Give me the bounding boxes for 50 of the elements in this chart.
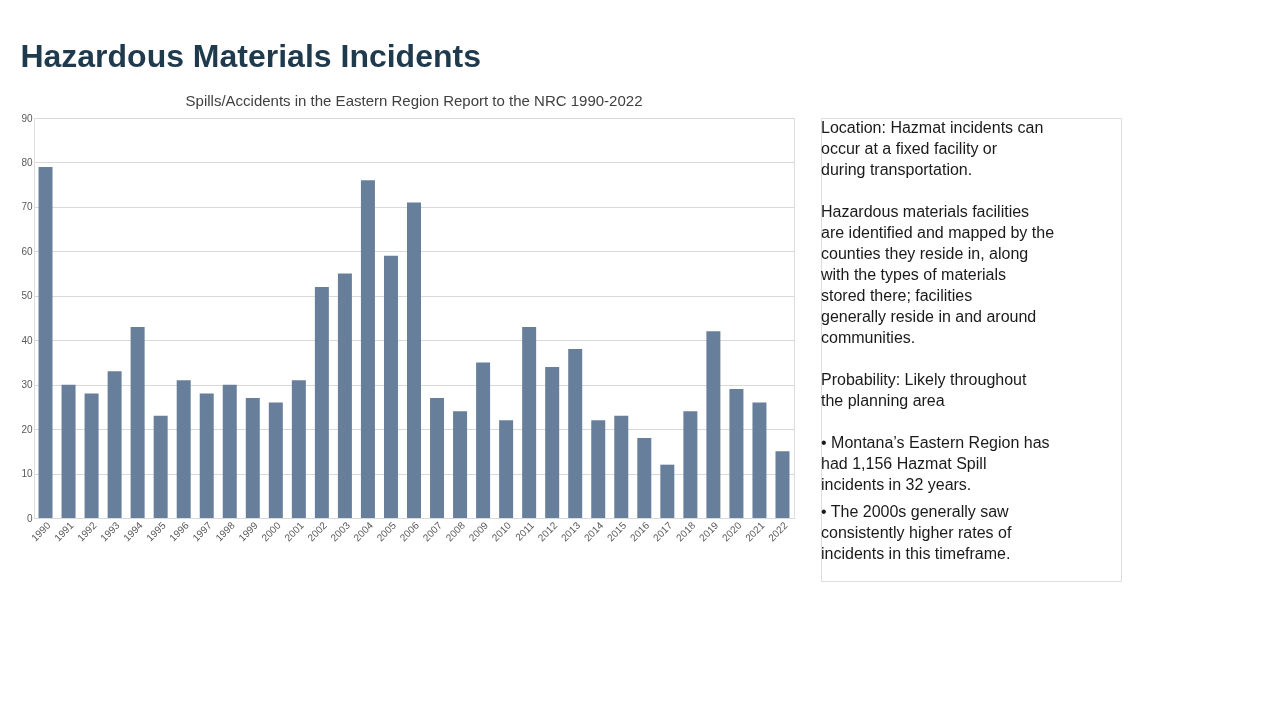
text: Location: Hazmat incidents can occur at a fixed facility or during transportation.	[821, 119, 1044, 178]
bar	[591, 420, 606, 518]
bar	[430, 398, 445, 518]
bar	[222, 384, 237, 518]
y-tick-label: 10	[21, 468, 33, 480]
text: Probability: Likely throughout the planning area	[821, 371, 1028, 409]
text: • Montana’s Eastern Region has had 1,156 Hazmat Spill incidents in 32 years.	[821, 434, 1050, 493]
bar	[130, 326, 145, 518]
bar	[752, 402, 767, 518]
bar	[199, 393, 214, 518]
bar	[706, 331, 721, 518]
bar	[568, 349, 583, 518]
bar	[660, 464, 675, 518]
y-tick-label: 0	[26, 512, 33, 524]
bar	[637, 438, 652, 518]
bar	[291, 380, 306, 518]
text: Hazardous materials facilities are identified and mapped by the counties they reside in, along with the types of materials stored there; facilities generally reside in and around communities.	[820, 203, 1055, 346]
bar	[499, 420, 514, 518]
bar	[683, 411, 698, 518]
bar	[522, 326, 537, 518]
y-tick-label: 50	[21, 290, 33, 302]
bar	[107, 371, 122, 518]
bar	[84, 393, 99, 518]
y-tick-label: 90	[21, 112, 33, 124]
bar	[245, 398, 260, 518]
y-tick-label: 20	[21, 423, 33, 435]
bar	[407, 202, 421, 518]
bar	[614, 415, 629, 518]
bar	[268, 402, 283, 518]
y-tick-label: 60	[21, 245, 33, 257]
chart-subtitle: Spills/Accidents in the Eastern Region Report to the NRC 1990-2022	[185, 92, 643, 109]
bar	[176, 380, 191, 518]
y-tick-label: 40	[21, 334, 33, 346]
bar	[545, 366, 560, 518]
y-tick-label: 70	[21, 201, 33, 213]
chart-title: Hazardous Materials Incidents	[20, 37, 481, 74]
bar	[476, 362, 491, 518]
bar	[775, 451, 790, 518]
bar	[337, 273, 352, 518]
bar	[729, 389, 744, 518]
y-tick-label: 30	[21, 379, 33, 391]
bar	[383, 255, 398, 518]
bar	[360, 180, 375, 518]
bar	[153, 415, 168, 518]
bar	[61, 384, 76, 518]
y-tick-label: 80	[21, 156, 33, 168]
bar	[314, 286, 329, 518]
bar	[453, 411, 468, 518]
bar	[38, 166, 53, 518]
text: • The 2000s generally saw consistently higher rates of incidents in this timeframe.	[821, 503, 1012, 562]
